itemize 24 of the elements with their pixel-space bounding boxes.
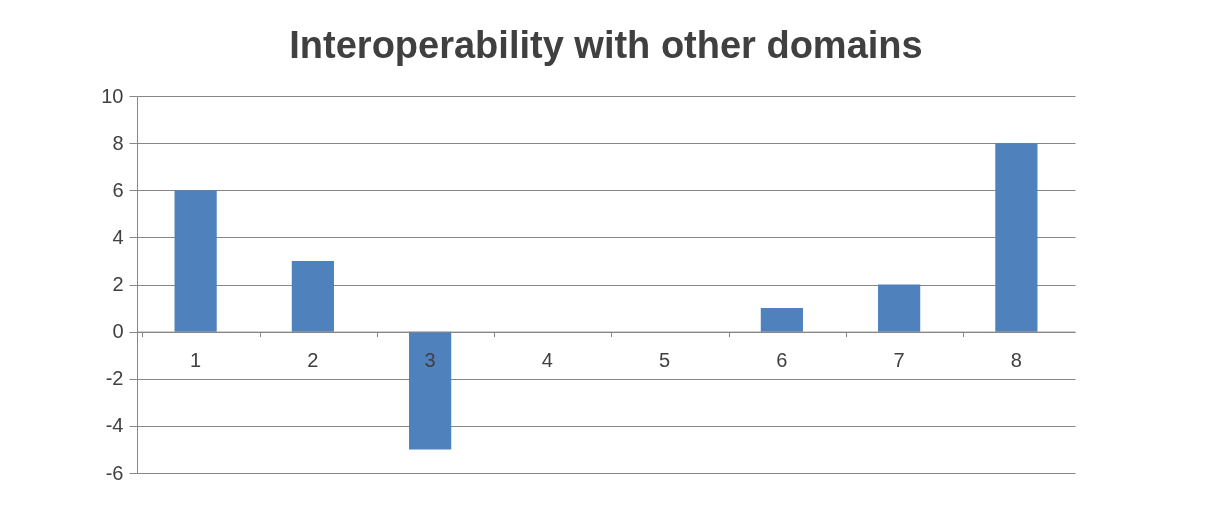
bar bbox=[995, 143, 1038, 332]
x-tick-label: 7 bbox=[893, 349, 905, 372]
x-tick-label: 2 bbox=[307, 349, 319, 372]
x-tick-label: 1 bbox=[190, 349, 202, 372]
bar bbox=[878, 284, 921, 332]
chart-title: Interoperability with other domains bbox=[289, 24, 923, 66]
bar bbox=[291, 260, 334, 332]
x-tick-label: 5 bbox=[659, 349, 671, 372]
y-tick-label: 10 bbox=[101, 84, 124, 107]
y-tick-label: 0 bbox=[112, 320, 124, 343]
y-tick-label: 6 bbox=[112, 178, 124, 201]
x-tick-label: 8 bbox=[1010, 349, 1022, 372]
x-tick-label: 3 bbox=[424, 349, 436, 372]
x-tick-label: 6 bbox=[776, 349, 788, 372]
bar bbox=[760, 308, 803, 332]
y-tick-label: 4 bbox=[112, 225, 124, 248]
y-tick-label: 8 bbox=[112, 131, 124, 154]
y-tick-label: -6 bbox=[105, 461, 124, 484]
y-tick-label: -2 bbox=[105, 367, 124, 390]
y-tick-label: 2 bbox=[112, 273, 124, 295]
bar bbox=[409, 331, 452, 450]
bar bbox=[174, 190, 217, 332]
x-tick-label: 4 bbox=[541, 349, 553, 372]
y-tick-label: -4 bbox=[105, 414, 124, 437]
